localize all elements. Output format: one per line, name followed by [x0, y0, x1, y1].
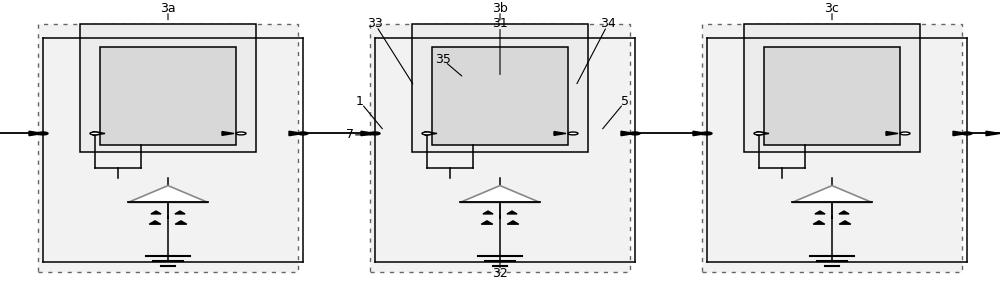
Bar [412, 24, 588, 152]
Text: 31: 31 [492, 17, 508, 30]
Polygon shape [554, 131, 566, 135]
Circle shape [962, 132, 972, 135]
Text: 7: 7 [346, 128, 354, 141]
Polygon shape [460, 186, 540, 202]
Bar [702, 24, 962, 272]
Polygon shape [93, 131, 105, 135]
Polygon shape [175, 221, 187, 224]
Circle shape [298, 132, 308, 135]
Circle shape [754, 132, 764, 135]
Polygon shape [483, 211, 493, 214]
Bar [432, 47, 568, 145]
Polygon shape [813, 221, 825, 224]
Circle shape [900, 132, 910, 135]
Text: 3c: 3c [825, 2, 839, 15]
Polygon shape [792, 186, 872, 202]
Circle shape [568, 132, 578, 135]
Text: 34: 34 [600, 17, 616, 30]
Polygon shape [757, 131, 769, 135]
Circle shape [370, 132, 380, 135]
Polygon shape [222, 131, 234, 135]
Polygon shape [839, 221, 851, 224]
Text: 33: 33 [367, 17, 383, 30]
Polygon shape [151, 211, 161, 214]
Polygon shape [693, 131, 707, 136]
Bar [100, 47, 236, 145]
Polygon shape [507, 221, 519, 224]
Text: 1: 1 [356, 95, 364, 108]
Circle shape [90, 132, 100, 135]
Circle shape [422, 132, 432, 135]
Polygon shape [29, 131, 43, 136]
Text: 5: 5 [621, 95, 629, 108]
Bar [744, 24, 920, 152]
Polygon shape [149, 221, 161, 224]
Circle shape [630, 132, 640, 135]
Text: 3b: 3b [492, 2, 508, 15]
Polygon shape [425, 131, 437, 135]
Circle shape [702, 132, 712, 135]
Polygon shape [839, 211, 849, 214]
Bar [370, 24, 630, 272]
Circle shape [236, 132, 246, 135]
Circle shape [38, 132, 48, 135]
Polygon shape [128, 186, 208, 202]
Bar [38, 24, 298, 272]
Polygon shape [507, 211, 517, 214]
Polygon shape [886, 131, 898, 135]
Bar [80, 24, 256, 152]
Polygon shape [953, 131, 967, 136]
Polygon shape [986, 131, 1000, 136]
Polygon shape [481, 221, 493, 224]
Polygon shape [621, 131, 635, 136]
Polygon shape [361, 131, 375, 136]
Text: 3a: 3a [160, 2, 176, 15]
Text: 32: 32 [492, 267, 508, 280]
Polygon shape [289, 131, 303, 136]
Text: 35: 35 [435, 53, 451, 66]
Bar [764, 47, 900, 145]
Polygon shape [175, 211, 185, 214]
Polygon shape [815, 211, 825, 214]
